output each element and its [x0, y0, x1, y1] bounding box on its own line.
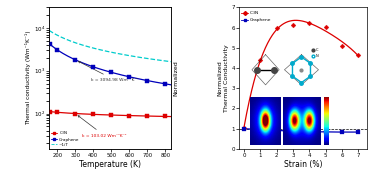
- Legend: C$_3$N, Graphene, ~1/T: C$_3$N, Graphene, ~1/T: [51, 129, 79, 147]
- Text: N: N: [316, 54, 318, 58]
- Y-axis label: Thermal conductivity (Wm⁻¹K⁻¹): Thermal conductivity (Wm⁻¹K⁻¹): [25, 31, 31, 125]
- Y-axis label: Normalized: Normalized: [174, 60, 178, 96]
- Text: k = 103.02 Wm⁻¹K⁻¹: k = 103.02 Wm⁻¹K⁻¹: [78, 116, 127, 138]
- Text: C: C: [316, 48, 318, 52]
- X-axis label: Temperature (K): Temperature (K): [79, 160, 141, 169]
- X-axis label: Strain (%): Strain (%): [284, 160, 322, 169]
- Text: k = 3094.98 Wm⁻¹K⁻¹: k = 3094.98 Wm⁻¹K⁻¹: [78, 61, 139, 82]
- Y-axis label: Normalized
Thermal Conductivity: Normalized Thermal Conductivity: [218, 44, 229, 112]
- Legend: C$_3$N, Graphene: C$_3$N, Graphene: [241, 10, 271, 23]
